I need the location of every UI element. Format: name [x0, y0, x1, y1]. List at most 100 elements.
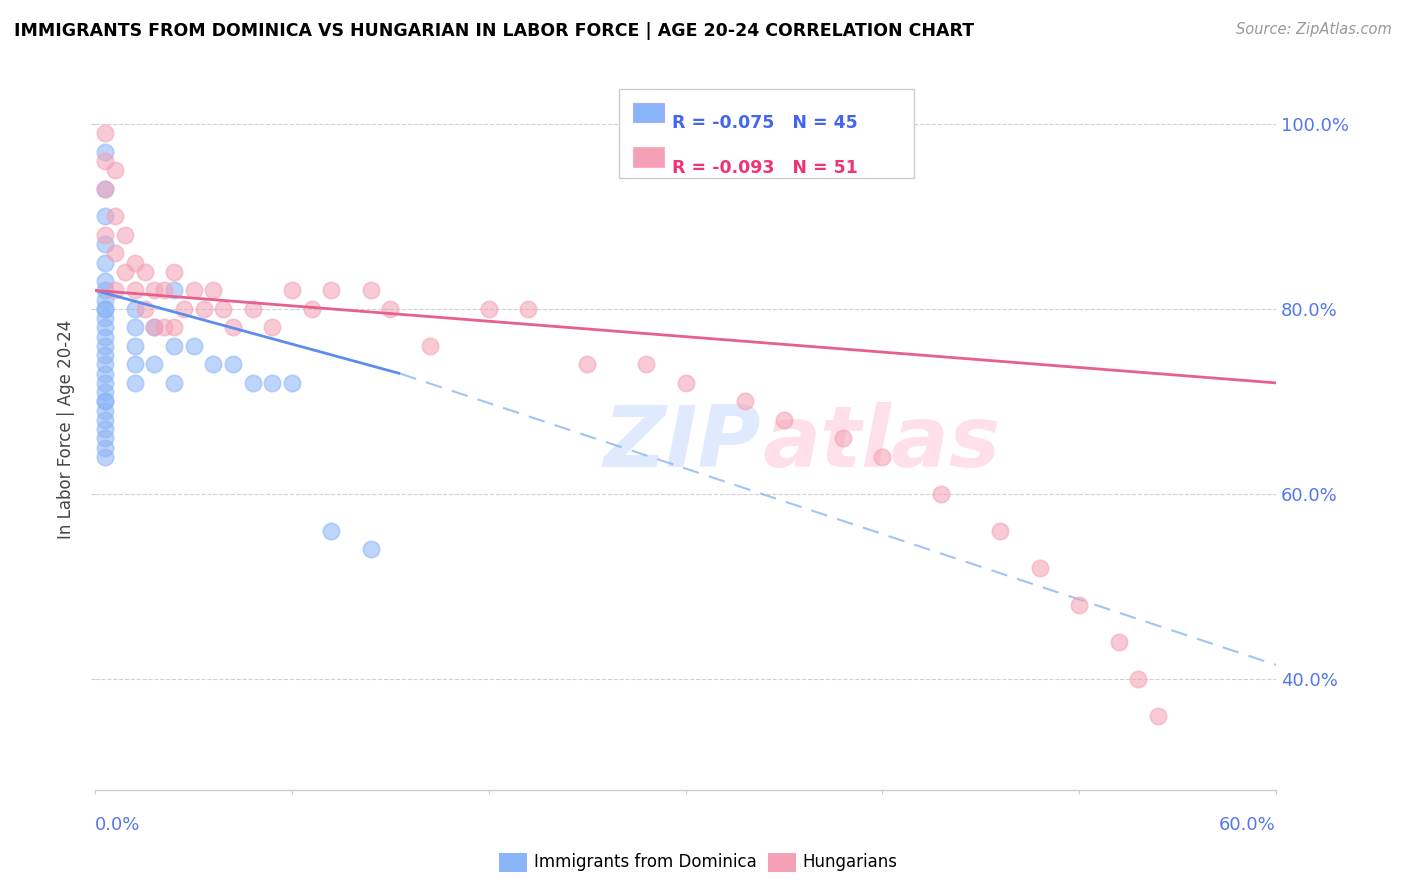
Point	[675, 376, 697, 390]
Point	[104, 246, 127, 260]
Point	[94, 210, 117, 224]
Point	[872, 450, 894, 464]
Point	[262, 376, 284, 390]
Point	[94, 441, 117, 455]
Point	[163, 339, 186, 353]
Text: Source: ZipAtlas.com: Source: ZipAtlas.com	[1236, 22, 1392, 37]
Point	[222, 358, 245, 372]
Text: Hungarians: Hungarians	[803, 853, 898, 871]
Point	[134, 265, 156, 279]
Point	[124, 376, 146, 390]
Point	[212, 301, 235, 316]
Point	[301, 301, 323, 316]
Point	[124, 358, 146, 372]
Point	[478, 301, 501, 316]
Point	[360, 284, 382, 298]
Point	[94, 237, 117, 252]
Point	[380, 301, 402, 316]
Point	[163, 284, 186, 298]
Point	[94, 367, 117, 381]
Point	[143, 284, 166, 298]
Point	[94, 301, 117, 316]
Point	[832, 431, 855, 445]
Point	[94, 348, 117, 362]
Point	[222, 320, 245, 334]
Y-axis label: In Labor Force | Age 20-24: In Labor Force | Age 20-24	[58, 319, 75, 539]
Point	[281, 376, 304, 390]
Point	[153, 284, 176, 298]
Point	[153, 320, 176, 334]
Point	[104, 284, 127, 298]
Point	[94, 145, 117, 159]
Point	[94, 311, 117, 326]
Point	[193, 301, 215, 316]
Point	[94, 339, 117, 353]
Text: atlas: atlas	[762, 402, 1001, 485]
Point	[321, 284, 343, 298]
Point	[124, 339, 146, 353]
Text: Immigrants from Dominica: Immigrants from Dominica	[534, 853, 756, 871]
Point	[990, 524, 1012, 538]
Point	[124, 301, 146, 316]
Point	[143, 320, 166, 334]
Point	[636, 358, 658, 372]
Point	[94, 274, 117, 288]
Point	[242, 301, 264, 316]
Point	[94, 227, 117, 242]
Point	[94, 403, 117, 417]
Point	[94, 413, 117, 427]
Text: 0.0%: 0.0%	[96, 815, 141, 834]
Point	[94, 182, 117, 196]
Point	[114, 265, 136, 279]
Point	[94, 376, 117, 390]
Point	[173, 301, 195, 316]
Point	[124, 320, 146, 334]
Point	[517, 301, 540, 316]
Point	[321, 524, 343, 538]
Point	[163, 320, 186, 334]
Point	[94, 182, 117, 196]
Point	[94, 385, 117, 400]
Point	[104, 163, 127, 178]
Point	[262, 320, 284, 334]
Point	[1108, 635, 1130, 649]
Point	[202, 284, 225, 298]
Point	[202, 358, 225, 372]
Text: 60.0%: 60.0%	[1219, 815, 1277, 834]
Point	[242, 376, 264, 390]
Point	[94, 301, 117, 316]
Point	[94, 422, 117, 436]
Point	[773, 413, 796, 427]
Point	[163, 376, 186, 390]
Point	[94, 450, 117, 464]
Point	[104, 210, 127, 224]
Point	[183, 339, 205, 353]
Point	[734, 394, 756, 409]
Point	[94, 293, 117, 307]
Text: IMMIGRANTS FROM DOMINICA VS HUNGARIAN IN LABOR FORCE | AGE 20-24 CORRELATION CHA: IMMIGRANTS FROM DOMINICA VS HUNGARIAN IN…	[14, 22, 974, 40]
Text: R = -0.075   N = 45: R = -0.075 N = 45	[672, 114, 858, 132]
Text: ZIP: ZIP	[603, 402, 761, 485]
Point	[94, 358, 117, 372]
Point	[183, 284, 205, 298]
Point	[124, 284, 146, 298]
Point	[94, 394, 117, 409]
Point	[94, 284, 117, 298]
Point	[94, 394, 117, 409]
Point	[124, 256, 146, 270]
Point	[419, 339, 441, 353]
Text: R = -0.093   N = 51: R = -0.093 N = 51	[672, 159, 858, 177]
Point	[94, 256, 117, 270]
Point	[360, 542, 382, 557]
Point	[1147, 708, 1170, 723]
Point	[94, 126, 117, 140]
Point	[94, 329, 117, 343]
Point	[1069, 598, 1091, 612]
Point	[1128, 672, 1150, 686]
Point	[94, 320, 117, 334]
Point	[114, 227, 136, 242]
Point	[94, 431, 117, 445]
Point	[134, 301, 156, 316]
Point	[143, 358, 166, 372]
Point	[576, 358, 599, 372]
